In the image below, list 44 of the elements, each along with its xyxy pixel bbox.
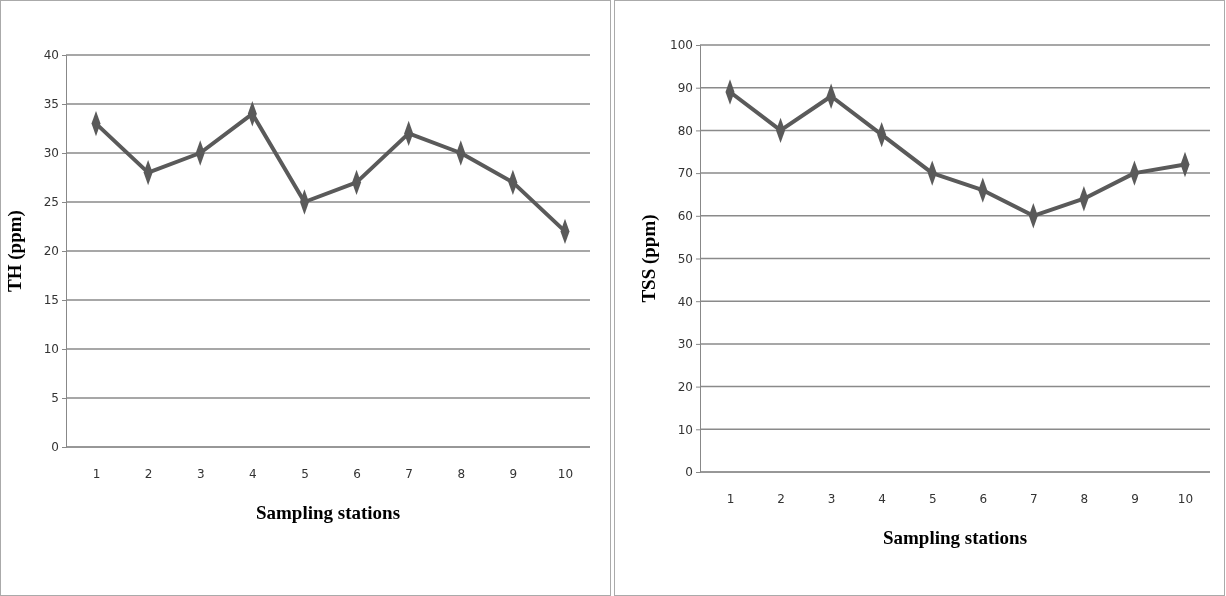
- y-tick-label: 25: [43, 195, 59, 210]
- x-tick-label: 3: [196, 466, 205, 481]
- x-tick-label: 5: [301, 466, 309, 481]
- x-tick-label: 4: [249, 466, 257, 481]
- x-tick-label: 7: [405, 466, 413, 481]
- x-tick-label: 7: [1030, 491, 1038, 506]
- x-tick-label: 2: [777, 491, 785, 506]
- y-tick-label: 100: [670, 38, 693, 53]
- y-tick-label: 10: [43, 342, 59, 357]
- y-tick-label: 50: [677, 251, 693, 266]
- x-axis-title: Sampling stations: [882, 527, 1028, 548]
- y-axis-title: TH (ppm): [4, 210, 26, 292]
- x-tick-label: 9: [1131, 491, 1139, 506]
- x-tick-label: 1: [726, 491, 735, 506]
- y-tick-label: 60: [677, 209, 693, 224]
- y-tick-label: 35: [43, 97, 59, 112]
- y-tick-label: 90: [677, 81, 693, 96]
- x-tick-label: 10: [1177, 491, 1194, 506]
- y-tick-label: 40: [43, 48, 59, 63]
- y-tick-label: 0: [51, 440, 59, 455]
- y-tick-label: 15: [43, 293, 59, 308]
- x-tick-label: 6: [979, 491, 988, 506]
- y-tick-label: 30: [677, 337, 693, 352]
- x-axis-title: Sampling stations: [255, 502, 401, 523]
- x-tick-label: 6: [353, 466, 361, 481]
- y-tick-label: 30: [43, 146, 59, 161]
- x-tick-label: 3: [827, 491, 836, 506]
- y-tick-label: 5: [51, 391, 59, 406]
- x-tick-label: 9: [509, 466, 518, 481]
- y-tick-label: 20: [43, 244, 59, 259]
- x-tick-label: 8: [1080, 491, 1089, 506]
- x-tick-label: 2: [144, 466, 153, 481]
- y-tick-label: 70: [677, 166, 693, 181]
- y-axis-title: TSS (ppm): [638, 214, 660, 303]
- x-tick-label: 4: [878, 491, 886, 506]
- y-tick-label: 10: [677, 422, 693, 437]
- y-tick-label: 40: [677, 294, 693, 309]
- y-tick-label: 80: [677, 123, 693, 138]
- y-tick-label: 0: [685, 465, 693, 480]
- x-tick-label: 8: [457, 466, 466, 481]
- x-tick-label: 10: [557, 466, 574, 481]
- x-tick-label: 1: [92, 466, 101, 481]
- y-tick-label: 20: [677, 379, 693, 394]
- x-tick-label: 5: [928, 491, 937, 506]
